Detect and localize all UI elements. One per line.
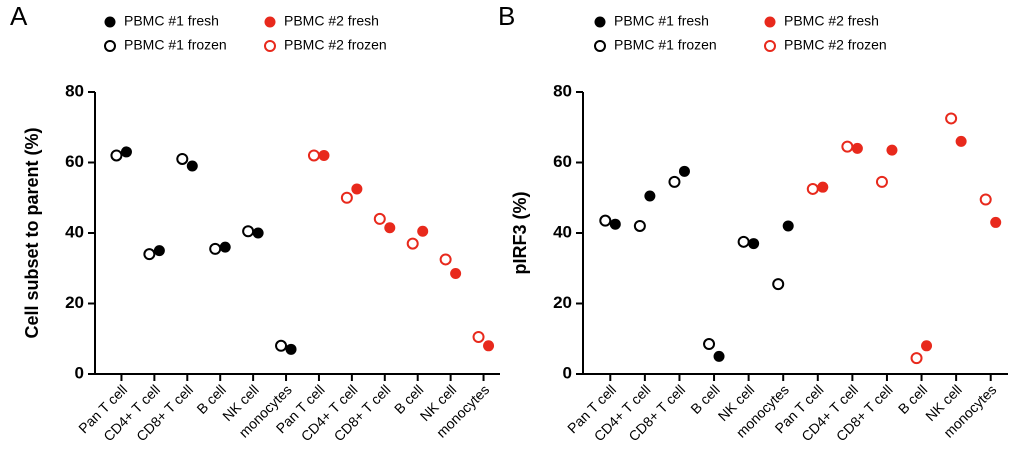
data-point — [209, 242, 222, 255]
data-point — [910, 352, 923, 365]
legend-label: PBMC #1 frozen — [124, 37, 227, 53]
legend-label: PBMC #2 frozen — [784, 37, 887, 53]
y-axis-label: pIRF3 (%) — [510, 191, 530, 274]
data-point — [609, 218, 621, 230]
data-point — [945, 112, 958, 125]
y-tick-label: 0 — [75, 363, 84, 382]
y-tick-label: 20 — [553, 293, 572, 312]
data-point — [275, 339, 288, 352]
data-point — [318, 149, 330, 161]
y-tick-label: 40 — [65, 222, 84, 241]
y-tick-label: 80 — [65, 81, 84, 100]
data-point — [678, 165, 690, 177]
legend-label: PBMC #1 fresh — [614, 13, 709, 29]
data-point — [772, 278, 785, 291]
legend-label: PBMC #2 frozen — [284, 37, 387, 53]
data-point — [384, 222, 396, 234]
data-point — [921, 340, 933, 352]
legend-label: PBMC #1 frozen — [614, 37, 717, 53]
data-point — [340, 191, 353, 204]
data-point — [703, 338, 716, 351]
y-tick-label: 60 — [553, 152, 572, 171]
data-point — [875, 175, 888, 188]
data-point — [307, 149, 320, 162]
legend-marker — [594, 40, 606, 52]
y-tick-label: 40 — [553, 222, 572, 241]
data-point — [176, 152, 189, 165]
data-point — [851, 142, 863, 154]
y-tick-label: 0 — [563, 363, 572, 382]
data-point — [351, 183, 363, 195]
data-point — [285, 343, 297, 355]
data-point — [668, 175, 681, 188]
data-point — [242, 225, 255, 238]
y-tick-label: 80 — [553, 81, 572, 100]
data-point — [252, 227, 264, 239]
data-point — [841, 140, 854, 153]
y-tick-label: 60 — [65, 152, 84, 171]
legend-marker — [104, 16, 116, 28]
data-point — [439, 253, 452, 266]
legend-marker — [594, 16, 606, 28]
legend-label: PBMC #1 fresh — [124, 13, 219, 29]
data-point — [472, 330, 485, 343]
data-point — [186, 160, 198, 172]
data-point — [644, 190, 656, 202]
data-point — [373, 212, 386, 225]
y-axis-label: Cell subset to parent (%) — [22, 127, 42, 338]
data-point — [406, 237, 419, 250]
data-point — [782, 220, 794, 232]
data-point — [633, 219, 646, 232]
data-point — [886, 144, 898, 156]
legend-label: PBMC #2 fresh — [784, 13, 879, 29]
data-point — [450, 268, 462, 280]
data-point — [120, 146, 132, 158]
data-point — [817, 181, 829, 193]
legend-marker — [764, 16, 776, 28]
data-point — [955, 135, 967, 147]
data-point — [990, 216, 1002, 228]
data-point — [417, 225, 429, 237]
data-point — [806, 182, 819, 195]
data-point — [748, 238, 760, 250]
legend-marker — [764, 40, 776, 52]
legend-marker — [104, 40, 116, 52]
data-point — [483, 340, 495, 352]
data-point — [737, 235, 750, 248]
data-point — [110, 149, 123, 162]
panel-label: A — [10, 1, 28, 31]
legend-label: PBMC #2 fresh — [284, 13, 379, 29]
data-point — [713, 350, 725, 362]
legend-marker — [264, 40, 276, 52]
data-point — [599, 214, 612, 227]
data-point — [219, 241, 231, 253]
legend-marker — [264, 16, 276, 28]
data-point — [143, 248, 156, 261]
panel-label: B — [498, 1, 515, 31]
y-tick-label: 20 — [65, 293, 84, 312]
data-point — [153, 245, 165, 257]
data-point — [979, 193, 992, 206]
